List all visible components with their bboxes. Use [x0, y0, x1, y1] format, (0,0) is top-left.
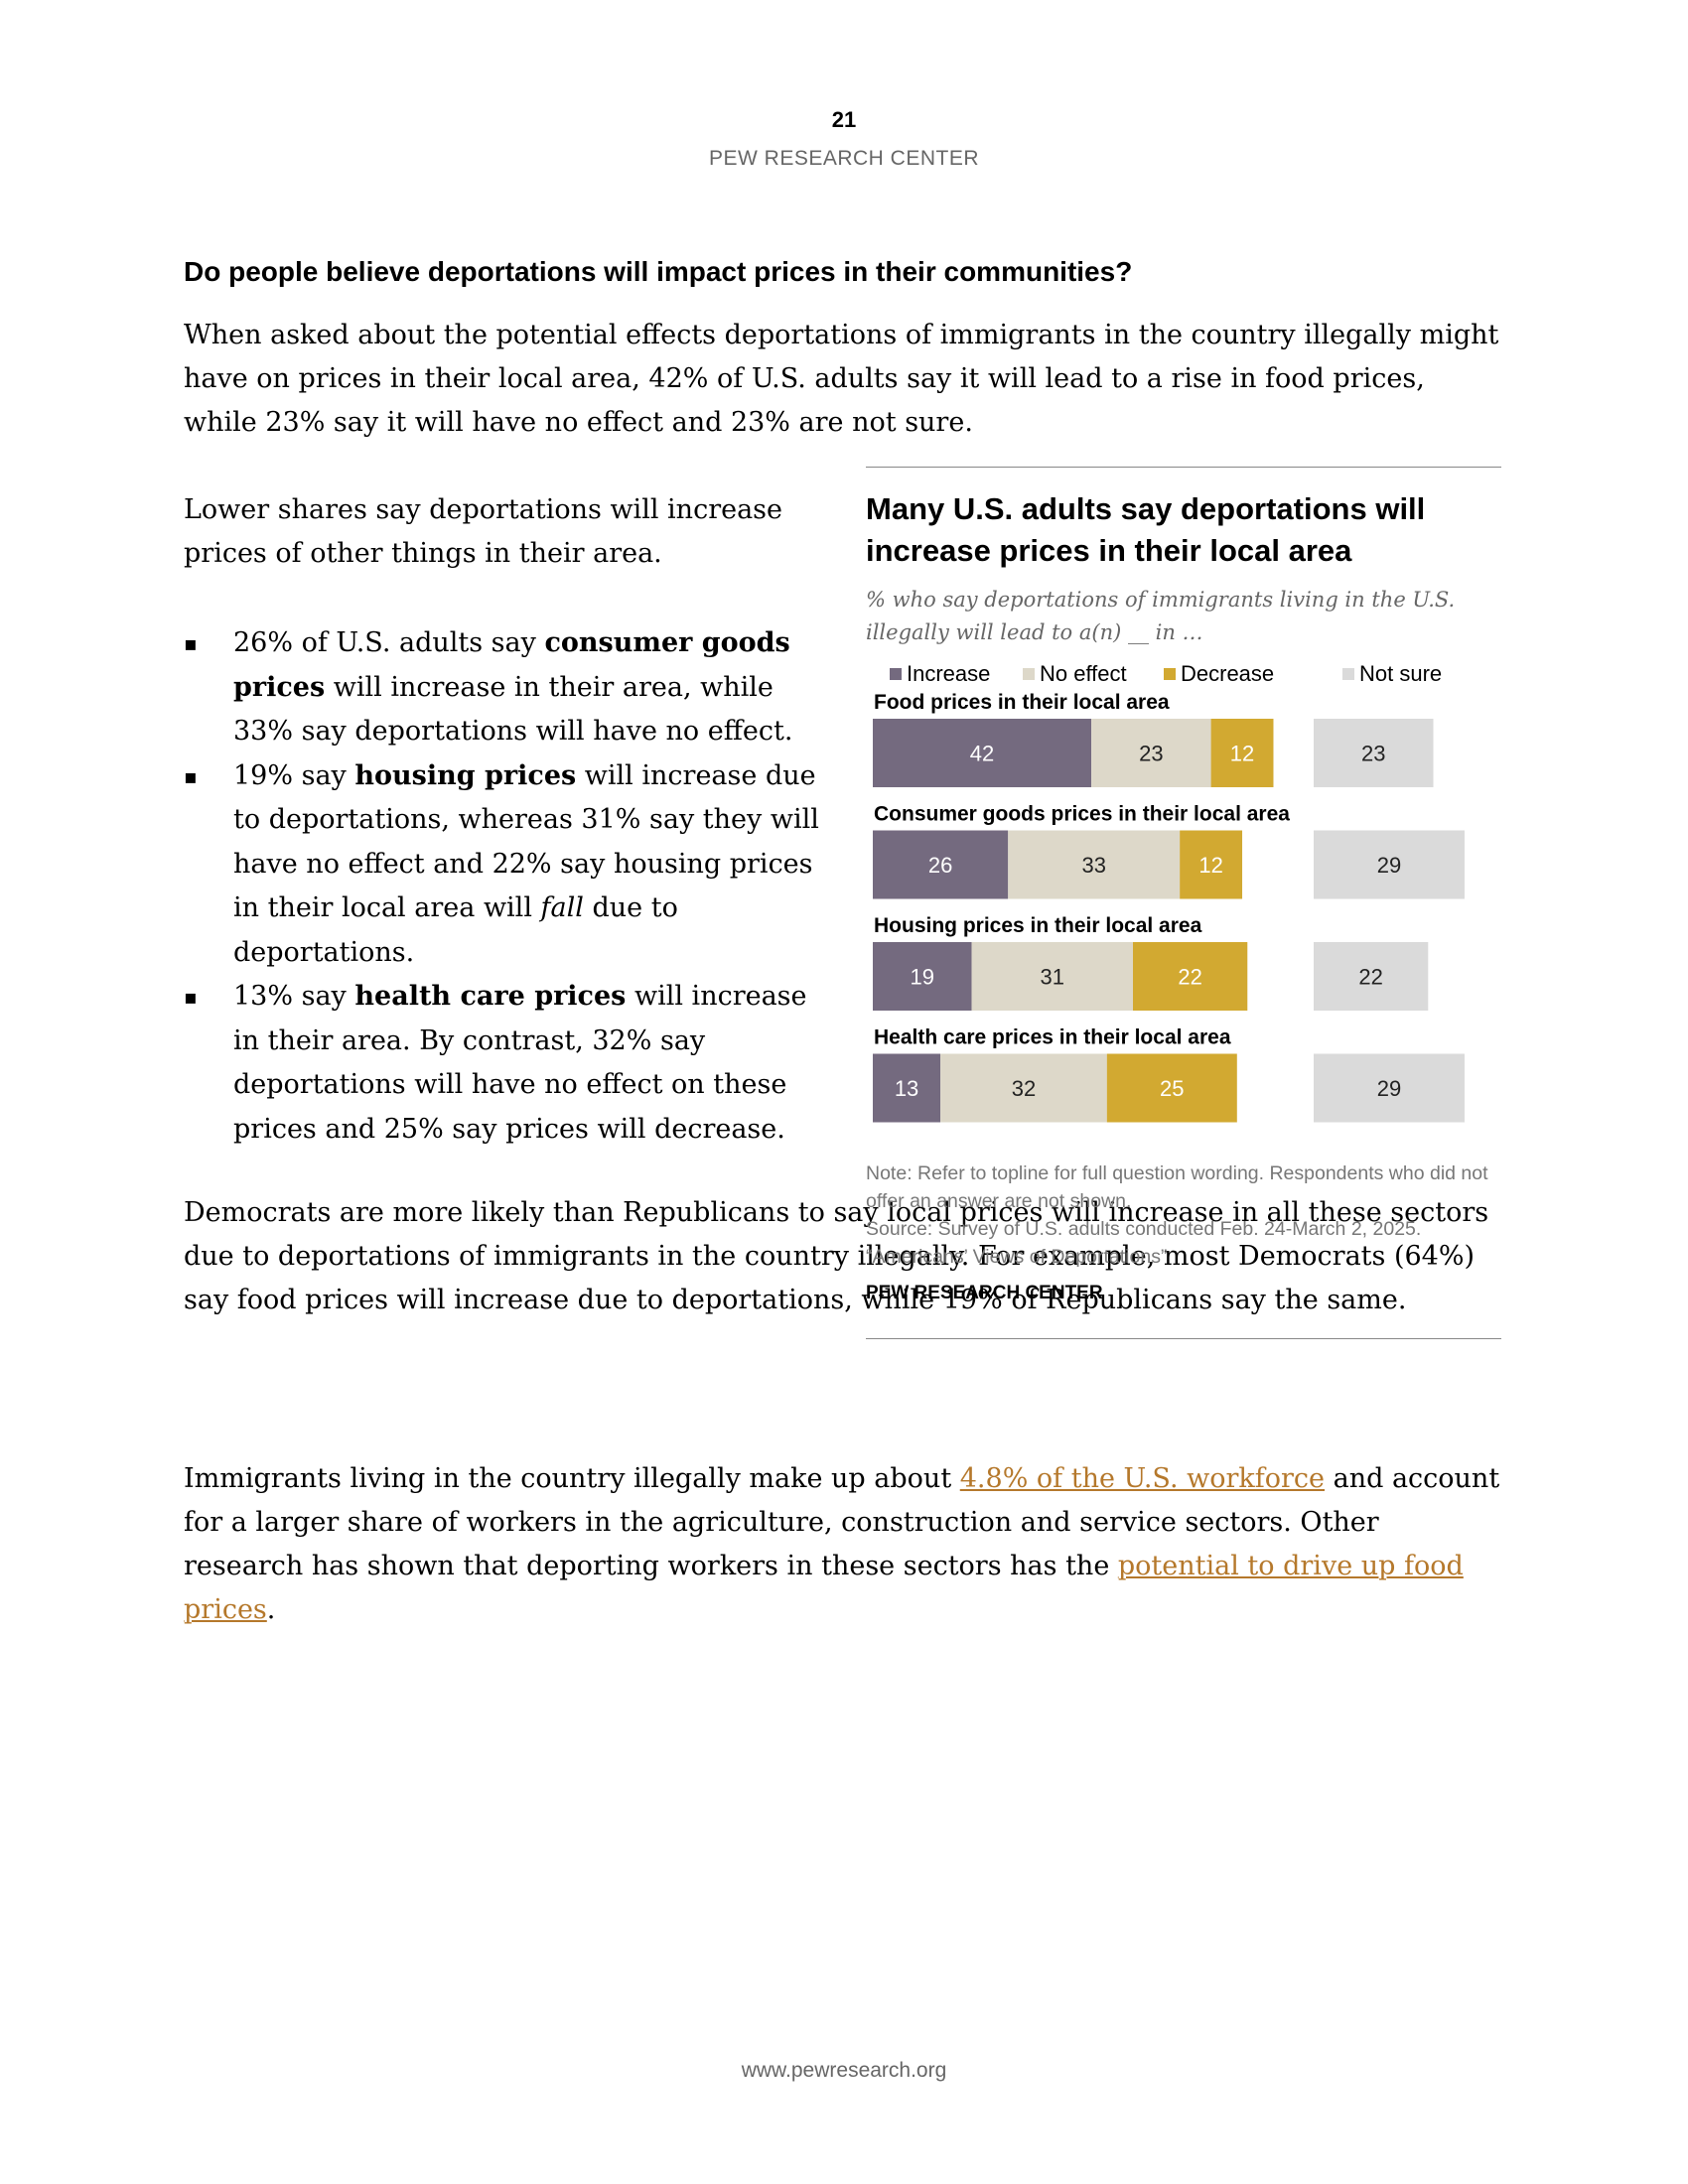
- chart-source-text: Source: Survey of U.S. adults conducted …: [866, 1218, 1422, 1268]
- data-label: 12: [1198, 853, 1222, 878]
- bar-decrease: [1133, 942, 1248, 1011]
- bullet-icon: ▪: [184, 631, 198, 655]
- chart-credit: PEW RESEARCH CENTER: [866, 1283, 1103, 1303]
- bar-not-sure: [1314, 942, 1429, 1011]
- findings-list: ▪ 26% of U.S. adults say consumer goods p…: [184, 621, 839, 1152]
- section-heading: Do people believe deportations will impa…: [184, 256, 1133, 287]
- page-header: PEW RESEARCH CENTER: [708, 147, 980, 170]
- data-label: 25: [1160, 1076, 1184, 1101]
- chart-note-text: Note: Refer to topline for full question…: [866, 1162, 1488, 1212]
- food-prices-link[interactable]: potential to drive up food prices: [184, 1551, 1464, 1625]
- data-label: 19: [911, 965, 934, 990]
- page-number: 21: [831, 107, 857, 132]
- bar-no-effect: [1091, 719, 1211, 787]
- data-label: 42: [970, 742, 994, 766]
- data-label: 33: [1081, 853, 1105, 878]
- bar-no-effect: [940, 1053, 1107, 1123]
- bar-decrease: [1106, 1053, 1237, 1123]
- immigrants-paragraph: Immigrants living in the country illegal…: [184, 1457, 1504, 1632]
- data-label: 23: [1361, 742, 1385, 766]
- bar-no-effect: [1008, 830, 1181, 899]
- legend-swatch: [1023, 668, 1035, 680]
- data-label: 31: [1041, 965, 1064, 990]
- footer-url: www.pewresearch.org: [741, 2059, 947, 2082]
- bullet-text: will increase in their area, while 33% s…: [233, 671, 793, 748]
- bullet-text: 26% of U.S. adults say: [233, 627, 545, 658]
- data-label: 22: [1358, 965, 1382, 990]
- data-label: 32: [1012, 1076, 1036, 1101]
- paragraph-text: Immigrants living in the country illegal…: [184, 1463, 960, 1494]
- legend-item-increase: Increase: [890, 661, 990, 687]
- legend-label: Increase: [907, 661, 991, 686]
- chart-panel: Many U.S. adults say deportations will i…: [866, 467, 1501, 1340]
- intro-paragraph: When asked about the potential effects d…: [184, 320, 1499, 438]
- legend-item-not-sure: Not sure: [1342, 661, 1442, 687]
- list-item: ▪ 13% say health care prices will increas…: [184, 975, 839, 1152]
- bar-decrease: [1210, 719, 1274, 787]
- legend-item-no-effect: No effect: [1023, 661, 1127, 687]
- paragraph-text: .: [266, 1594, 276, 1625]
- bar-increase: [873, 942, 972, 1011]
- legend-swatch: [890, 668, 902, 680]
- bar-not-sure: [1314, 1053, 1465, 1123]
- democrats-paragraph: Democrats are more likely than Republica…: [184, 1197, 1489, 1315]
- bar-not-sure: [1314, 830, 1465, 899]
- bullet-icon: ▪: [184, 985, 198, 1009]
- data-label: 12: [1230, 742, 1254, 766]
- data-label: 22: [1178, 965, 1201, 990]
- list-item: ▪ 26% of U.S. adults say consumer goods p…: [184, 621, 839, 754]
- chart-subtitle: % who say deportations of immigrants liv…: [866, 588, 1456, 644]
- paragraph-text: and account for a larger share of worker…: [184, 1463, 1500, 1581]
- bar-increase: [873, 830, 1009, 899]
- bullet-emphasis: consumer goods prices: [233, 627, 790, 703]
- legend-label: Decrease: [1181, 661, 1275, 686]
- category-label: Food prices in their local area: [874, 691, 1170, 714]
- legend-item-decrease: Decrease: [1164, 661, 1274, 687]
- bullet-italic: fall: [540, 892, 584, 923]
- bullet-emphasis: health care prices: [354, 981, 627, 1012]
- bullet-text: 19% say: [233, 759, 355, 791]
- category-label: Housing prices in their local area: [874, 914, 1202, 937]
- bar-increase: [873, 719, 1092, 787]
- bar-increase: [873, 1053, 941, 1123]
- bullet-text: will increase due to deportations, where…: [233, 759, 819, 924]
- bullet-text: due to deportations.: [233, 892, 678, 968]
- chart-bottom-rule: [866, 1338, 1501, 1339]
- legend-label: Not sure: [1359, 661, 1443, 686]
- data-label: 23: [1139, 742, 1163, 766]
- data-label: 26: [928, 853, 952, 878]
- legend-swatch: [1164, 668, 1176, 680]
- list-item: ▪ 19% say housing prices will increase du…: [184, 754, 839, 976]
- category-label: Consumer goods prices in their local are…: [874, 803, 1290, 826]
- bar-decrease: [1180, 830, 1243, 899]
- data-label: 29: [1377, 1076, 1401, 1101]
- data-label: 29: [1377, 853, 1401, 878]
- chart-legend: Increase No effect Decrease Not sure: [866, 661, 1501, 691]
- bar-not-sure: [1314, 719, 1434, 787]
- category-label: Health care prices in their local area: [874, 1026, 1231, 1049]
- chart-top-rule: [866, 467, 1501, 468]
- bullet-text: will increase in their area. By contrast…: [233, 981, 807, 1145]
- chart-note: Note: Refer to topline for full question…: [866, 1160, 1501, 1271]
- legend-swatch: [1342, 668, 1354, 680]
- data-label: 13: [895, 1076, 918, 1101]
- bar-no-effect: [971, 942, 1133, 1011]
- chart-title: Many U.S. adults say deportations will i…: [866, 491, 1426, 568]
- lower-shares-paragraph: Lower shares say deportations will incre…: [184, 494, 783, 569]
- bullet-icon: ▪: [184, 763, 198, 788]
- legend-label: No effect: [1040, 661, 1127, 686]
- bullet-emphasis: housing prices: [354, 759, 577, 791]
- bullet-text: 13% say: [233, 981, 355, 1012]
- chart-svg: Food prices in their local area 42 23 12 23 C…: [873, 691, 1465, 1123]
- workforce-link[interactable]: 4.8% of the U.S. workforce: [959, 1463, 1326, 1494]
